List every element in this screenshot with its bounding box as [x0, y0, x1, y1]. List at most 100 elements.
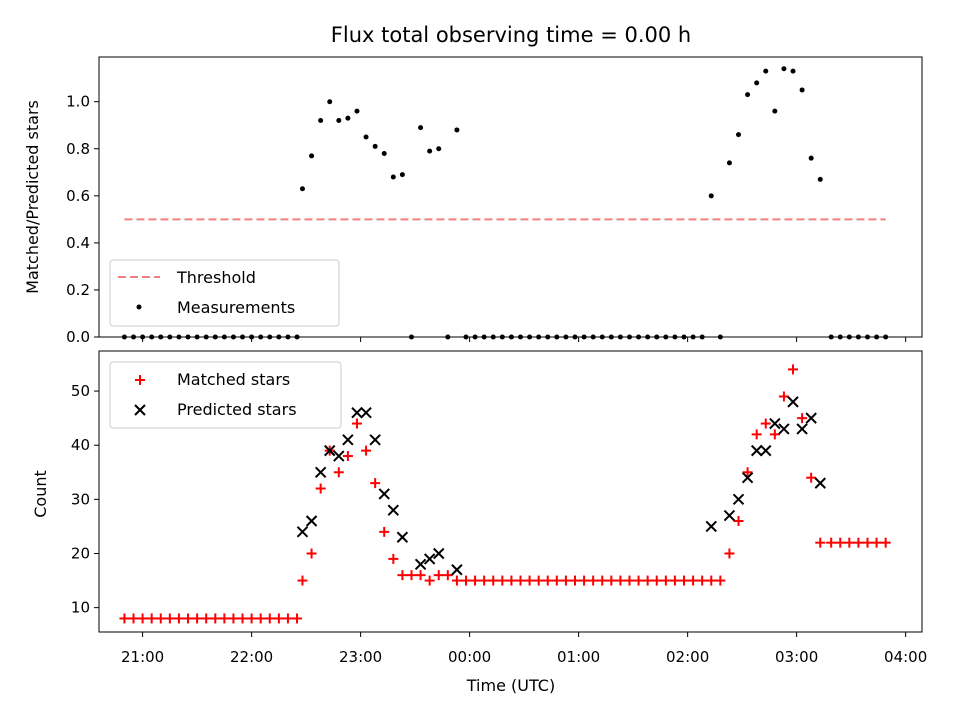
measurement-point [763, 68, 769, 74]
predicted-point-b [351, 407, 363, 419]
predicted-point-b [796, 423, 808, 435]
predicted-point-b [342, 434, 354, 446]
measurement-point [754, 80, 760, 86]
count-y-tick-label: 50 [71, 382, 90, 400]
matched-point [669, 575, 680, 586]
matched-point [844, 537, 855, 548]
matched-point [183, 613, 194, 624]
predicted-point-b [314, 466, 327, 478]
matched-point [370, 478, 381, 489]
matched-point [119, 613, 130, 624]
measurement-point [799, 87, 805, 93]
matched-point [424, 575, 435, 586]
predicted-point [796, 423, 808, 435]
predicted-point [314, 466, 327, 478]
matched-point [361, 445, 372, 456]
matched-point [742, 467, 753, 478]
matched-point [633, 575, 644, 586]
matched-point [442, 570, 453, 581]
predicted-point-b [324, 444, 336, 457]
count-y-tick-label: 30 [71, 490, 90, 508]
legend-predicted-label: Predicted stars [177, 400, 297, 419]
matched-point [164, 613, 175, 624]
measurement-point [299, 186, 305, 192]
matched-point [688, 575, 699, 586]
matched-point [255, 613, 266, 624]
measurement-point [418, 125, 424, 131]
predicted-point-b [305, 515, 318, 527]
predicted-point-b [396, 531, 409, 543]
legend-matched-swatch [135, 375, 145, 385]
matched-point [826, 537, 837, 548]
matched-point [697, 575, 708, 586]
ratio-y-tick-label: 0.8 [66, 140, 90, 158]
predicted-point-b [360, 407, 372, 419]
measurement-point [354, 108, 360, 114]
measurement-point [309, 153, 315, 159]
ratio-y-tick-label: 0.0 [66, 328, 90, 346]
count-x-tick-label: 00:00 [448, 648, 491, 666]
predicted-point-b [778, 423, 790, 435]
matched-point [880, 537, 891, 548]
matched-point [228, 613, 239, 624]
matched-point [137, 613, 148, 624]
matched-point [470, 575, 481, 586]
predicted-point-b [760, 444, 772, 457]
measurement-point [745, 92, 751, 98]
legend-predicted-marker-b [134, 404, 146, 416]
matched-point [333, 467, 344, 478]
predicted-point [351, 407, 363, 419]
matched-point [388, 553, 399, 564]
matched-point [778, 391, 789, 402]
predicted-point [769, 417, 781, 430]
measurement-point [817, 176, 823, 182]
predicted-point [369, 434, 381, 446]
count-x-tick-label: 04:00 [884, 648, 927, 666]
matched-point [871, 537, 882, 548]
matched-point [210, 613, 221, 624]
measurement-point [454, 127, 460, 133]
matched-point [806, 472, 817, 483]
matched-point [479, 575, 490, 586]
ratio-legend-box [109, 259, 340, 327]
ratio-y-tick-label: 1.0 [66, 93, 90, 111]
predicted-point [360, 407, 372, 419]
predicted-point-b [333, 450, 345, 462]
predicted-point [433, 547, 445, 560]
predicted-point-b [732, 493, 745, 506]
measurement-point [708, 193, 714, 199]
matched-point [192, 613, 203, 624]
predicted-point-b [296, 526, 309, 538]
measurement-point [318, 118, 324, 124]
matched-point [282, 613, 293, 624]
matched-point [651, 575, 662, 586]
matched-point [406, 570, 417, 581]
measurement-point [790, 68, 796, 74]
predicted-point-b [451, 564, 463, 576]
matched-point [292, 613, 303, 624]
matched-point [460, 575, 471, 586]
count-x-tick-label: 03:00 [775, 648, 818, 666]
legend-matched-marker [135, 375, 145, 385]
count-y-tick-label: 20 [71, 544, 90, 562]
legend-measurement-swatch [136, 304, 142, 310]
matched-point [579, 575, 590, 586]
matched-point [264, 613, 275, 624]
matched-point [642, 575, 653, 586]
predicted-point [732, 493, 745, 506]
predicted-point [760, 444, 772, 457]
matched-point [815, 537, 826, 548]
matched-point [515, 575, 526, 586]
ratio-y-tick-label: 0.4 [66, 234, 90, 252]
count-panel: 10 20 30 40 50 21:00 22:00 23:00 00:00 01:00 02:0… [31, 350, 927, 695]
matched-point [715, 575, 726, 586]
matched-point [724, 548, 735, 559]
measurement-point [427, 148, 433, 154]
matched-point [542, 575, 553, 586]
matched-point [706, 575, 717, 586]
predicted-point-b [814, 477, 826, 489]
measurement-point [736, 132, 742, 138]
matched-point [569, 575, 580, 586]
predicted-point [787, 396, 799, 408]
matched-point [173, 613, 184, 624]
